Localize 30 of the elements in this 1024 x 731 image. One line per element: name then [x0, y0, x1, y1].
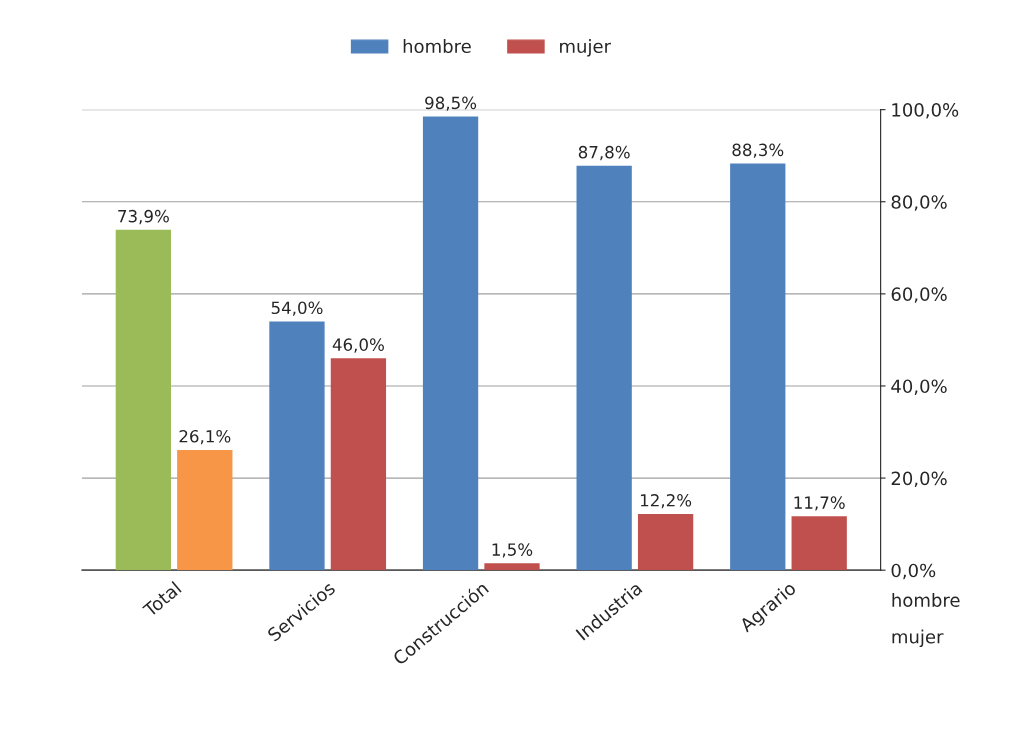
text: mujer [892, 629, 944, 648]
bar [269, 321, 325, 571]
data-label: 12,2% [640, 493, 692, 509]
data-label: 26,1% [179, 429, 231, 445]
data-label: 88,3% [732, 143, 784, 158]
bar [115, 229, 172, 571]
bar [330, 358, 387, 571]
text: hombre [892, 593, 960, 607]
legend-label: hombre [403, 39, 471, 54]
y-tick-label: 100,0% [892, 103, 959, 119]
bar [422, 116, 479, 571]
y-tick-label: 40,0% [891, 379, 947, 395]
bar [791, 516, 847, 571]
data-label: 87,8% [578, 145, 630, 161]
data-label: 11,7% [794, 496, 845, 511]
y-tick-label: 60,0% [891, 287, 947, 303]
bar [730, 163, 786, 571]
data-label: 46,0% [332, 338, 384, 353]
bar [177, 449, 233, 571]
y-tick-label: 20,0% [891, 471, 947, 488]
y-tick-label: 80,0% [891, 195, 947, 211]
legend-label: mujer [560, 39, 612, 57]
data-label: 73,9% [118, 209, 169, 225]
data-label: 1,5% [492, 543, 533, 558]
bar [637, 514, 694, 571]
y-tick-label: 0,0% [891, 563, 936, 580]
data-label: 54,0% [271, 301, 323, 316]
bar [484, 563, 540, 571]
bar [576, 165, 632, 571]
data-label: 98,5% [425, 96, 477, 111]
